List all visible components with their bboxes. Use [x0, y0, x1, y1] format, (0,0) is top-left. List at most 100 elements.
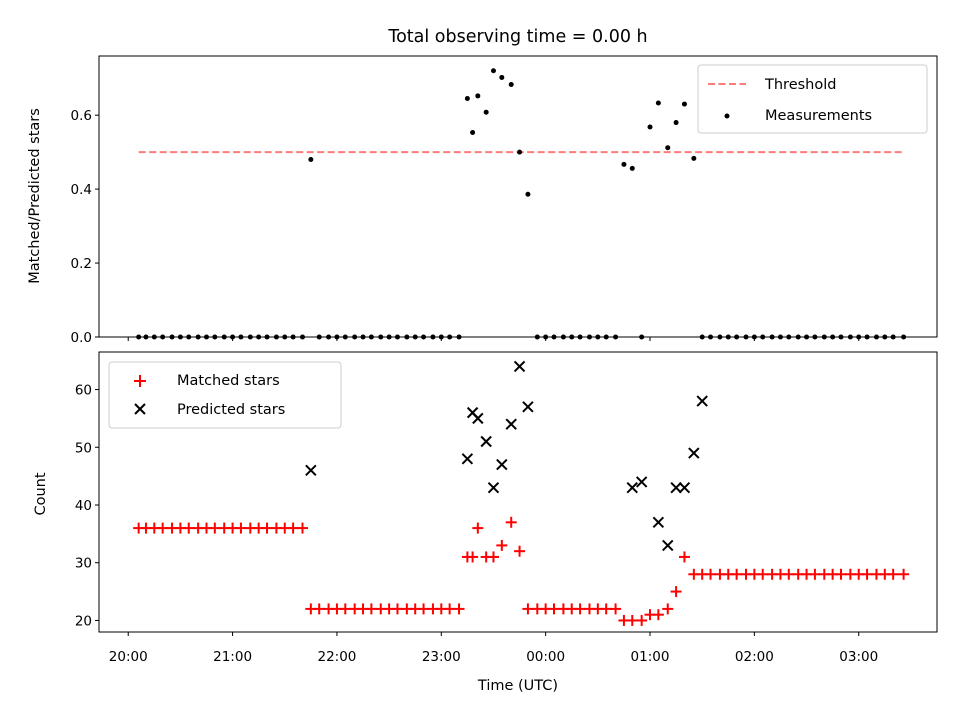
bottom-legend: Matched stars Predicted stars	[108, 361, 342, 429]
matched-star-point	[678, 551, 690, 563]
matched-star-point	[472, 522, 484, 534]
predicted-star-point	[688, 447, 700, 459]
matched-star-point	[391, 603, 403, 615]
matched-star-point	[652, 609, 664, 621]
bottom-y-ticks: 20 30 40 50 60	[75, 383, 99, 629]
matched-star-point	[636, 614, 648, 626]
matched-star-point	[731, 568, 743, 580]
top-y-tick-label: 0.6	[71, 108, 92, 124]
matched-star-point	[505, 516, 517, 528]
predicted-star-point	[461, 453, 474, 465]
top-legend: Threshold Measurements	[697, 64, 928, 134]
matched-star-point	[296, 522, 308, 534]
matched-star-point	[610, 603, 622, 615]
x-tick-label: 23:00	[422, 649, 461, 665]
matched-star-point	[861, 568, 873, 580]
matched-star-point	[522, 603, 534, 615]
predicted-star-point	[487, 481, 500, 494]
top-y-tick-label: 0.2	[71, 256, 92, 272]
predicted-star-point	[696, 395, 708, 407]
measurements-legend-label: Measurements	[765, 108, 872, 124]
bottom-legend-box	[108, 361, 342, 429]
predicted-star-point	[626, 481, 638, 494]
measurement-point	[525, 191, 531, 197]
top-y-ticks: 0.0 0.2 0.4 0.6	[71, 108, 99, 346]
matched-star-point	[183, 522, 195, 534]
predicted-star-point	[505, 418, 517, 430]
measurement-point	[464, 96, 470, 102]
bottom-y-axis-label: Count	[33, 472, 49, 515]
matched-star-point	[496, 539, 508, 551]
matched-star-point	[809, 568, 821, 580]
measurement-point	[665, 145, 671, 151]
matched-star-point	[574, 603, 586, 615]
matched-star-point	[514, 545, 526, 557]
predicted-star-point	[480, 435, 492, 448]
measurement-point	[681, 101, 687, 107]
matched-star-point	[418, 603, 430, 615]
measurement-point	[508, 81, 514, 87]
matched-star-point	[235, 522, 247, 534]
matched-star-point	[487, 551, 499, 563]
predicted-star-point	[635, 476, 648, 488]
x-tick-label: 03:00	[839, 649, 878, 665]
predicted-star-point	[522, 401, 534, 413]
measurements-legend-marker	[724, 113, 730, 119]
matched-star-point	[261, 522, 273, 534]
measurement-point	[490, 68, 496, 74]
x-tick-label: 01:00	[631, 649, 670, 665]
matched-star-point	[705, 568, 717, 580]
x-axis-label: Time (UTC)	[477, 678, 558, 694]
matched-star-point	[467, 551, 479, 563]
bottom-y-tick-label: 40	[75, 498, 92, 514]
chart-title: Total observing time = 0.00 h	[387, 27, 647, 47]
matched-legend-marker	[134, 375, 146, 387]
bottom-y-tick-label: 30	[75, 556, 92, 572]
x-tick-label: 20:00	[109, 649, 148, 665]
x-tick-label: 21:00	[213, 649, 252, 665]
measurement-point	[470, 130, 476, 136]
top-y-tick-label: 0.0	[71, 330, 92, 346]
top-panel: 0.0 0.2 0.4 0.6 Matched/Predicted stars Thr…	[27, 55, 938, 346]
predicted-stars-series	[305, 360, 708, 552]
measurement-point	[629, 165, 635, 171]
x-tick-label: 02:00	[735, 649, 774, 665]
predicted-legend-marker	[134, 403, 146, 415]
matched-legend-label: Matched stars	[177, 373, 280, 389]
measurement-point	[673, 120, 679, 126]
matched-star-point	[287, 522, 299, 534]
matched-star-point	[548, 603, 560, 615]
matched-star-point	[783, 568, 795, 580]
matched-star-point	[365, 603, 377, 615]
bottom-axes-frame	[98, 351, 938, 633]
bottom-y-tick-label: 60	[75, 383, 92, 399]
bottom-y-tick-label: 20	[75, 613, 92, 629]
predicted-star-point	[662, 539, 674, 552]
predicted-legend-label: Predicted stars	[177, 402, 285, 418]
measurement-point	[475, 93, 481, 99]
measurement-point	[621, 161, 627, 167]
matched-star-point	[157, 522, 169, 534]
predicted-star-point	[670, 481, 682, 494]
bottom-x-ticks: 20:00 21:00 22:00 23:00 00:00 01:00 02:00 03:00	[109, 632, 878, 665]
predicted-star-point	[496, 458, 508, 471]
top-axes-frame	[98, 55, 938, 338]
x-tick-label: 00:00	[526, 649, 565, 665]
predicted-star-point	[513, 360, 526, 373]
matched-star-point	[209, 522, 221, 534]
matched-star-point	[757, 568, 769, 580]
top-y-tick-label: 0.4	[71, 182, 92, 198]
threshold-legend-label: Threshold	[764, 77, 836, 93]
matched-star-point	[662, 603, 674, 615]
matched-star-point	[835, 568, 847, 580]
matched-star-point	[313, 603, 325, 615]
measurement-point	[647, 124, 653, 130]
top-x-ticks	[127, 337, 860, 341]
bottom-panel: 20 30 40 50 60 20:00 21:00 22:00 23:00 00:00 01:0…	[33, 351, 938, 694]
matched-star-point	[670, 586, 682, 598]
matched-star-point	[898, 568, 910, 580]
predicted-star-point	[472, 412, 484, 425]
matched-star-point	[444, 603, 456, 615]
matched-star-point	[339, 603, 351, 615]
